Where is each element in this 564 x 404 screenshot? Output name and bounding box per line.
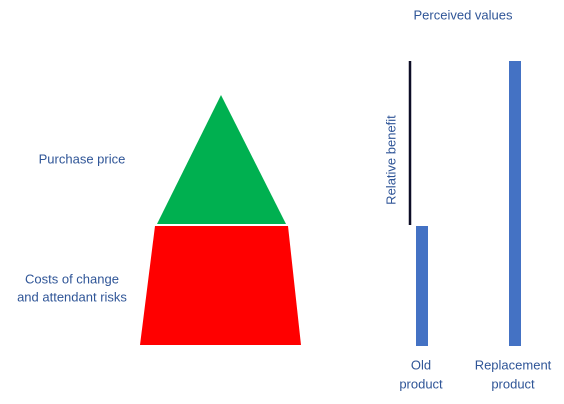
axis-label: Relative benefit bbox=[383, 115, 398, 205]
bar-label: Replacement bbox=[475, 357, 552, 372]
costs-label: and attendant risks bbox=[17, 289, 127, 304]
panel-title: Perceived values bbox=[414, 7, 513, 22]
bar-label: Old bbox=[411, 357, 431, 372]
replacement-product-bar bbox=[509, 61, 521, 346]
purchase-price-triangle bbox=[157, 95, 286, 224]
costs-label: Costs of change bbox=[25, 271, 119, 286]
old-product-bar bbox=[416, 226, 428, 346]
costs-trapezoid bbox=[140, 226, 301, 345]
bar-label: product bbox=[491, 376, 535, 391]
bar-label: product bbox=[399, 376, 443, 391]
purchase-price-label: Purchase price bbox=[39, 151, 126, 166]
